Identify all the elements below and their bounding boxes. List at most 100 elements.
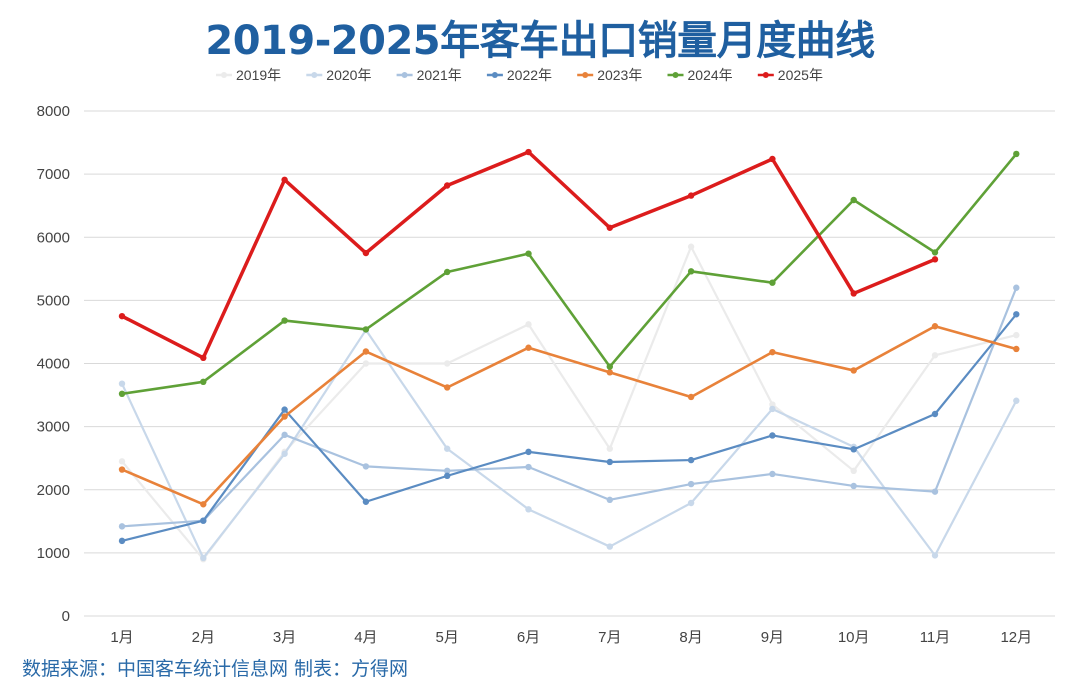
data-point [687, 499, 695, 507]
grid-lines [84, 110, 1055, 617]
legend-label: 2022年 [507, 67, 552, 83]
x-tick-label: 2月 [192, 629, 215, 646]
data-point [281, 317, 288, 324]
series-2019年 [118, 243, 1020, 563]
series-line [120, 286, 1018, 528]
series-2020年 [118, 326, 1020, 562]
data-point [444, 445, 451, 452]
data-point [362, 348, 370, 355]
data-point [444, 472, 451, 480]
series-line [120, 324, 1018, 506]
legend-marker [221, 72, 227, 78]
data-point [525, 506, 532, 513]
data-point [118, 537, 126, 545]
data-point [1013, 311, 1020, 318]
data-point [525, 250, 532, 257]
data-point [525, 321, 532, 328]
data-point [281, 431, 288, 439]
data-point [362, 249, 370, 257]
y-tick-label: 6000 [37, 229, 70, 246]
data-point [850, 482, 857, 490]
series-line [120, 328, 1018, 560]
data-point [281, 413, 288, 420]
data-point [200, 554, 207, 562]
x-tick-label: 12月 [1000, 629, 1032, 646]
data-point [444, 360, 451, 367]
data-point [525, 344, 532, 351]
y-tick-label: 8000 [37, 103, 70, 120]
series-line [120, 245, 1018, 561]
legend-marker [311, 72, 318, 78]
legend-marker [491, 72, 498, 78]
x-tick-label: 9月 [761, 629, 784, 646]
data-point [606, 369, 613, 376]
data-point [850, 367, 857, 374]
data-point [769, 401, 776, 408]
legend-item: 2021年 [396, 67, 462, 83]
legend-label: 2020年 [326, 67, 371, 83]
data-point [769, 432, 776, 439]
data-point [200, 354, 207, 362]
data-point [931, 256, 939, 263]
y-tick-label: 4000 [37, 356, 70, 373]
data-point [362, 463, 370, 470]
data-point [606, 458, 613, 466]
legend-label: 2025年 [778, 67, 823, 83]
legend-marker [401, 72, 408, 78]
data-point [362, 360, 370, 367]
data-point [687, 192, 695, 199]
data-point [118, 312, 126, 320]
data-point [931, 352, 939, 359]
legend-label: 2021年 [417, 67, 462, 83]
data-point [687, 268, 695, 275]
data-point [606, 445, 613, 452]
legend-item: 2019年 [216, 67, 281, 83]
y-tick-label: 5000 [37, 292, 70, 309]
y-tick-label: 0 [62, 608, 70, 625]
data-point [444, 467, 451, 475]
data-point [362, 326, 370, 333]
data-point [769, 348, 776, 356]
series-2025年 [118, 148, 939, 362]
data-point [687, 243, 695, 250]
data-point [200, 378, 207, 386]
data-point [118, 523, 126, 530]
data-point [1013, 331, 1020, 339]
data-point [200, 501, 207, 508]
data-point [281, 176, 288, 184]
data-point [931, 323, 939, 330]
data-point [931, 249, 939, 256]
legend-item: 2023年 [577, 67, 642, 83]
x-tick-label: 5月 [436, 629, 459, 646]
data-point [850, 467, 857, 475]
data-point [850, 290, 857, 297]
x-tick-label: 1月 [110, 629, 133, 646]
data-point [606, 543, 613, 550]
legend-item: 2024年 [667, 67, 733, 83]
y-tick-label: 1000 [37, 545, 70, 562]
series-line [120, 313, 1018, 542]
data-point [687, 480, 695, 488]
x-tick-label: 10月 [838, 629, 870, 646]
x-axis-ticks: 1月 2月 3月 4月 5月 6月 7月 8月 9月 10月 11月 12月 [110, 629, 1032, 646]
data-point [525, 448, 532, 456]
x-tick-label: 6月 [517, 629, 540, 646]
data-point [444, 182, 451, 189]
data-point [931, 410, 939, 418]
data-point [118, 380, 126, 387]
data-point [769, 405, 776, 413]
legend-marker [582, 72, 589, 78]
data-point [1013, 284, 1020, 291]
legend-label: 2023年 [597, 67, 642, 83]
y-tick-label: 3000 [37, 419, 70, 436]
data-point [118, 466, 126, 473]
legend-item: 2025年 [757, 67, 823, 83]
data-point [687, 393, 695, 401]
data-point [118, 458, 126, 465]
data-point [931, 488, 939, 495]
y-tick-label: 7000 [37, 166, 70, 183]
data-point [281, 406, 288, 413]
legend-label: 2024年 [688, 67, 733, 83]
y-axis-ticks: 0 1000 2000 3000 4000 5000 6000 7000 8000 [37, 103, 70, 625]
